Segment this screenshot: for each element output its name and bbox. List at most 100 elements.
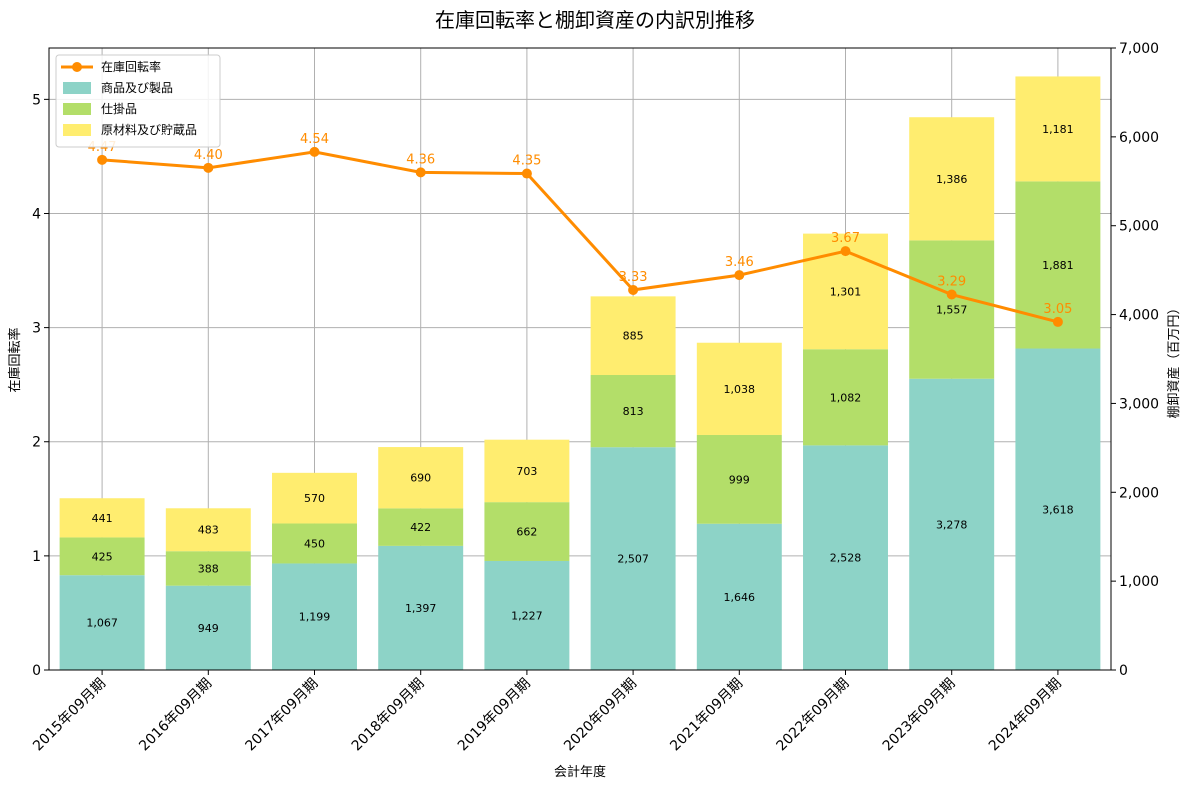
bar-segment <box>803 349 888 446</box>
bar-value-label: 1,227 <box>511 609 543 622</box>
bar-value-label: 1,557 <box>936 304 968 317</box>
y-right-tick-label: 2,000 <box>1119 485 1159 501</box>
bar-segment <box>272 563 357 670</box>
bar-value-label: 3,278 <box>936 518 968 531</box>
turnover-point <box>203 162 214 173</box>
y-right-tick-label: 1,000 <box>1119 574 1159 590</box>
turnover-value-label: 4.35 <box>512 154 541 169</box>
bar-segment <box>165 585 251 670</box>
x-tick-label: 2016年09月期 <box>136 676 215 755</box>
bar-segment <box>378 447 464 509</box>
turnover-value-label: 4.36 <box>406 152 435 167</box>
bar-segment <box>272 523 357 564</box>
turnover-line <box>101 150 1059 324</box>
legend-marker <box>72 62 82 72</box>
turnover-value-label: 4.40 <box>194 148 223 163</box>
bar-segment <box>590 296 676 375</box>
bar-value-label: 885 <box>623 330 644 343</box>
bar-value-label: 949 <box>198 622 219 635</box>
bar-segment <box>1015 348 1101 670</box>
bar-value-label: 1,082 <box>830 391 862 404</box>
bar-value-label: 450 <box>304 537 325 550</box>
turnover-value-label: 4.54 <box>300 132 329 147</box>
bar-value-label: 441 <box>92 512 113 525</box>
x-tick-label: 2017年09月期 <box>243 676 322 755</box>
legend-entry-label: 仕掛品 <box>101 101 137 116</box>
bar-value-label: 999 <box>729 473 750 486</box>
bar-labels: 1,067 949 1,199 1,397 1,227 2,507 1,646 2,528 3,… <box>86 123 1073 635</box>
turnover-point <box>840 246 851 257</box>
bar-segment <box>1015 76 1101 182</box>
x-tick-label: 2023年09月期 <box>880 676 959 755</box>
legend-bar-swatch <box>63 103 91 115</box>
bar-segment <box>165 508 251 552</box>
y-right-tick-label: 7,000 <box>1119 41 1159 57</box>
legend-bar-swatch <box>63 82 91 94</box>
turnover-point <box>415 167 426 178</box>
bar-value-label: 483 <box>198 524 219 537</box>
x-tick-label: 2019年09月期 <box>455 676 534 755</box>
bar-segment <box>378 508 464 546</box>
bar-value-label: 425 <box>92 550 113 563</box>
bar-value-label: 1,397 <box>405 602 437 615</box>
bar-segment <box>59 537 145 576</box>
bar-value-label: 1,199 <box>299 611 331 624</box>
bar-segment <box>909 117 995 241</box>
bar-value-label: 1,038 <box>724 383 756 396</box>
bar-value-label: 690 <box>410 472 431 485</box>
line-layer: 4.474.404.544.364.353.333.463.673.293.05 <box>88 132 1072 327</box>
x-tick-label: 2024年09月期 <box>986 676 1065 755</box>
turnover-value-label: 3.33 <box>619 270 648 285</box>
bar-segment <box>696 342 782 435</box>
y-right-tick-label: 6,000 <box>1119 130 1159 146</box>
bar-value-label: 2,528 <box>830 552 862 565</box>
y-right-tick-label: 3,000 <box>1119 396 1159 412</box>
y-left-tick-label: 0 <box>32 663 41 679</box>
bar-value-label: 570 <box>304 492 325 505</box>
y-left-tick-label: 1 <box>32 549 41 565</box>
chart-title: 在庫回転率と棚卸資産の内訳別推移 <box>435 8 755 32</box>
bar-value-label: 422 <box>410 521 431 534</box>
bar-value-label: 1,881 <box>1042 259 1074 272</box>
bar-value-label: 388 <box>198 562 219 575</box>
bar-segment <box>909 378 995 670</box>
legend-entry-label: 商品及び製品 <box>101 80 173 95</box>
bar-segment <box>484 502 570 561</box>
legend-entry-label: 在庫回転率 <box>101 59 161 74</box>
turnover-point <box>521 168 532 179</box>
x-tick-label: 2015年09月期 <box>30 676 109 755</box>
bar-value-label: 1,181 <box>1042 123 1074 136</box>
y-left-tick-label: 2 <box>32 435 41 451</box>
legend-bar-swatch <box>63 124 91 136</box>
bar-segment <box>696 523 782 670</box>
x-axis-label: 会計年度 <box>554 764 606 780</box>
bar-segment <box>59 498 145 538</box>
turnover-point <box>946 289 957 300</box>
bar-value-label: 3,618 <box>1042 503 1074 516</box>
x-tick-label: 2022年09月期 <box>774 676 853 755</box>
bar-value-label: 703 <box>516 465 537 478</box>
bar-segment <box>59 575 145 670</box>
bar-segment <box>590 447 676 670</box>
legend-box <box>55 54 221 148</box>
bar-segment <box>803 445 888 670</box>
bar-value-label: 813 <box>623 405 644 418</box>
bar-segment <box>484 439 570 503</box>
y-right-tick-label: 5,000 <box>1119 219 1159 235</box>
bar-value-label: 1,067 <box>86 617 118 630</box>
y-right-axis-label: 棚卸資産（百万円） <box>1166 301 1182 418</box>
y-left-tick-label: 5 <box>32 92 41 108</box>
bar-value-label: 2,507 <box>617 553 649 566</box>
bar-value-label: 1,386 <box>936 173 968 186</box>
turnover-point <box>628 284 639 295</box>
bar-value-label: 1,301 <box>830 285 862 298</box>
y-left-axis-label: 在庫回転率 <box>7 327 23 392</box>
turnover-point <box>1052 316 1063 327</box>
turnover-value-label: 3.67 <box>831 231 860 246</box>
y-left-tick-label: 4 <box>32 206 41 222</box>
turnover-point <box>734 270 745 281</box>
bars <box>59 76 1101 670</box>
bar-segment <box>272 472 357 524</box>
